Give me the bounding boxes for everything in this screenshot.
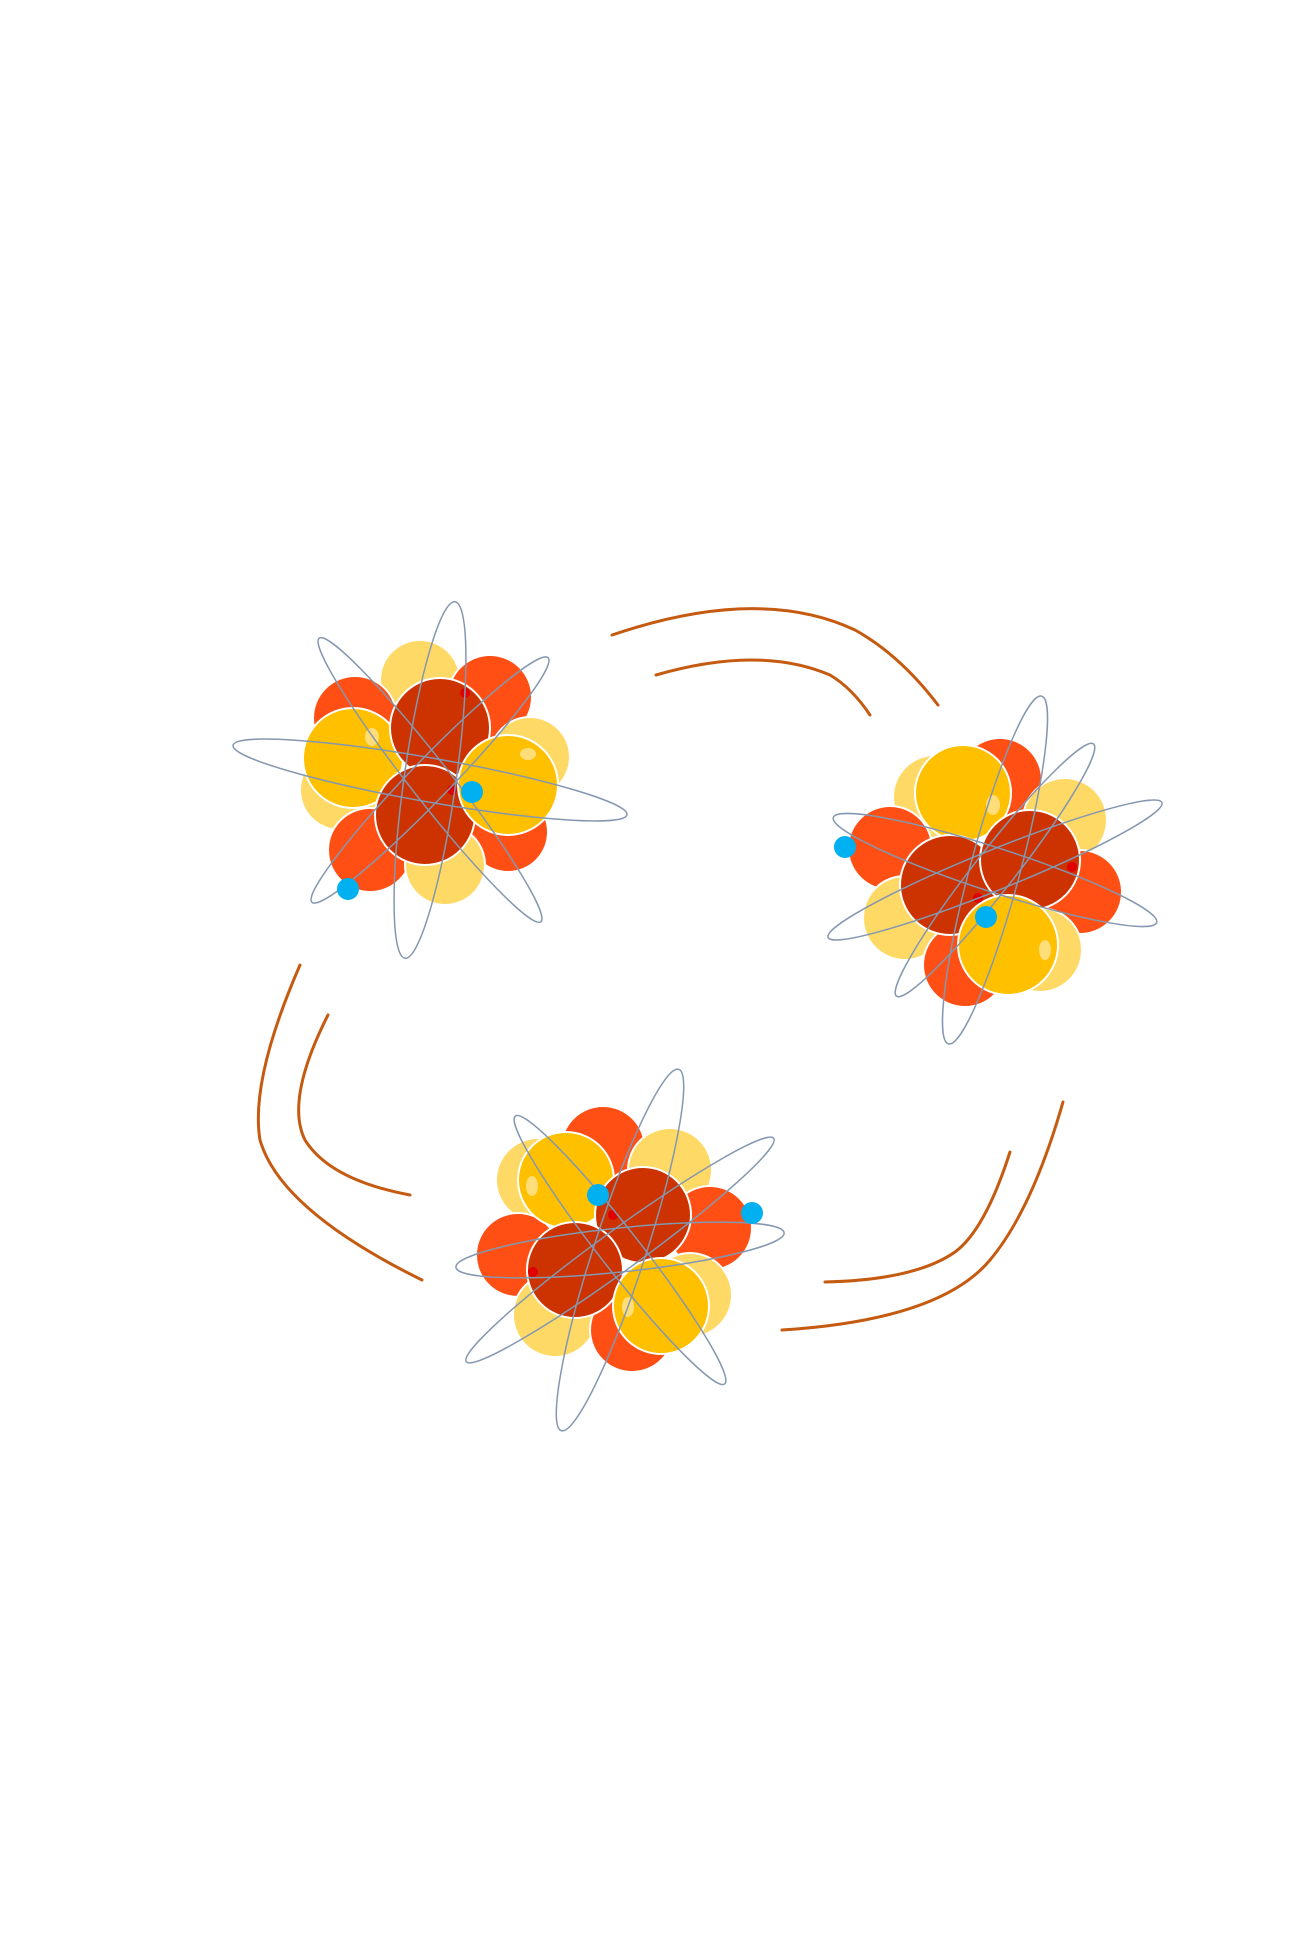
orbits [827, 695, 1163, 1045]
nucleus [299, 639, 571, 906]
electron [741, 1202, 763, 1224]
nucleus [847, 737, 1123, 1008]
electron [834, 836, 856, 858]
arrow-left [256, 963, 424, 1282]
atom-top-left [232, 600, 628, 960]
atom-bottom [455, 1068, 785, 1432]
nucleus [475, 1105, 753, 1373]
orbits [232, 600, 628, 960]
electron [587, 1184, 609, 1206]
orbits [455, 1068, 785, 1432]
electron [337, 878, 359, 900]
arrow-right [780, 1100, 1065, 1332]
electron [461, 781, 483, 803]
arrow-top [610, 607, 940, 717]
atom-right [827, 695, 1163, 1045]
electron [975, 906, 997, 928]
